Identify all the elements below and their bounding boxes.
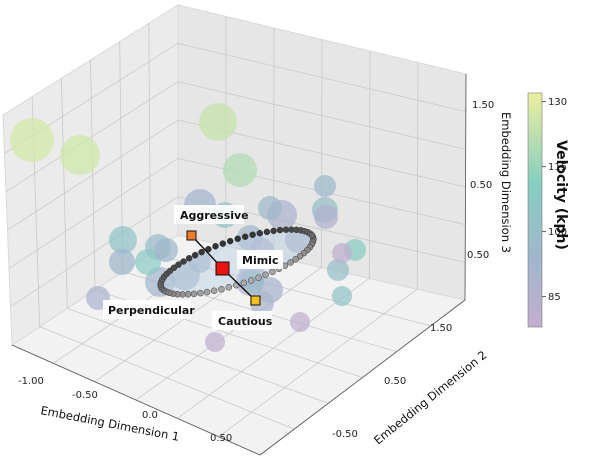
ring-dot	[225, 284, 233, 291]
mimic-label-box	[237, 250, 283, 269]
z-tick-2: 0.50	[470, 180, 492, 191]
ring-dot	[269, 268, 276, 276]
z-tick-1: 0.50	[467, 250, 489, 261]
data-point	[290, 312, 310, 332]
ring-dot	[219, 240, 227, 247]
axes-panes	[2, 4, 467, 456]
data-point	[154, 238, 178, 262]
y-tick-1: -0.50	[332, 429, 358, 440]
aggressive-marker	[186, 230, 197, 241]
ring-dot	[241, 233, 249, 240]
data-points	[10, 103, 366, 352]
data-point	[223, 153, 257, 187]
data-point	[332, 243, 352, 263]
data-point	[109, 226, 137, 254]
x-tick-3: 0.0	[142, 410, 158, 421]
ring-dot	[292, 256, 299, 263]
ring-dot	[205, 245, 212, 253]
annotation-callouts: Aggressive Mimic Cautious Perpendicular	[103, 205, 283, 330]
y-tick-2: 0.50	[384, 376, 406, 387]
ring-dot	[270, 227, 277, 235]
ring-dot	[180, 258, 187, 265]
cautious-marker	[250, 295, 261, 306]
y-axis-label: Embedding Dimension 2	[371, 348, 489, 448]
ring-dot	[218, 285, 225, 293]
ring-dot	[175, 261, 182, 268]
x-tick-4: 0.50	[210, 433, 232, 444]
ring-dot	[226, 237, 234, 245]
ring-dot	[296, 252, 304, 260]
ring-dot	[210, 287, 218, 295]
x-tick-2: -0.50	[72, 390, 98, 401]
data-point	[10, 118, 54, 162]
data-point	[205, 332, 225, 352]
y-tick-3: 1.50	[430, 323, 452, 334]
ring-dot	[276, 226, 284, 234]
data-point	[314, 205, 338, 229]
ring-dot	[191, 251, 199, 259]
data-point	[199, 103, 237, 141]
x-tick-1: -1.00	[18, 376, 44, 387]
ring-dot	[247, 277, 255, 284]
perpendicular-label-box	[103, 300, 191, 319]
ring-dot	[240, 279, 248, 287]
data-point	[314, 175, 336, 197]
tick-labels: -1.00 -0.50 0.0 0.50 -0.50 0.50 1.50 0.5…	[18, 100, 494, 444]
colorbar-tick-100: 100	[548, 227, 567, 238]
data-point	[109, 249, 135, 275]
z-tick-3: 1.50	[472, 100, 494, 111]
z-axis-label: Embedding Dimension 3	[499, 112, 513, 253]
ring-dot	[203, 288, 211, 296]
ring-dot	[308, 232, 316, 239]
ring-dot	[262, 271, 269, 279]
cautious-label: Cautious	[218, 315, 273, 328]
ring-dot	[256, 229, 264, 237]
colorbar-tick-115: 115	[548, 162, 567, 173]
ring-dot	[255, 274, 262, 281]
ring-dot	[234, 235, 241, 243]
ring-dot	[287, 259, 294, 266]
ring-dot	[212, 243, 219, 250]
y-axis-line	[259, 299, 466, 456]
back-grid-h	[177, 42, 466, 113]
colorbar-label: Velocity (kph)	[553, 140, 569, 250]
ring-dot	[198, 248, 205, 256]
colorbar-tick-85: 85	[548, 292, 561, 303]
ring-dot	[197, 289, 204, 297]
mimic-marker	[215, 261, 230, 276]
mimic-label: Mimic	[242, 254, 278, 267]
perpendicular-label: Perpendicular	[108, 304, 195, 317]
ring-dot	[282, 226, 290, 233]
ring-dot	[190, 290, 198, 298]
ring-dot	[263, 228, 271, 236]
colorbar: 130 115 100 85 Velocity (kph)	[527, 92, 569, 328]
data-point	[258, 196, 282, 220]
ring-dot	[249, 231, 256, 239]
data-point	[332, 286, 352, 306]
ring-dot	[185, 255, 193, 262]
data-point	[60, 135, 100, 175]
colorbar-gradient	[527, 92, 543, 328]
z-axis-line	[464, 73, 467, 301]
data-point	[327, 259, 349, 281]
ring-dot	[170, 264, 178, 272]
colorbar-tick-130: 130	[548, 97, 567, 108]
x-axis-line	[11, 344, 261, 456]
cautious-label-box	[212, 311, 272, 330]
aggressive-label-box	[174, 205, 244, 224]
ring-dot	[184, 291, 192, 298]
aggressive-label: Aggressive	[180, 209, 249, 222]
data-point	[135, 249, 161, 275]
